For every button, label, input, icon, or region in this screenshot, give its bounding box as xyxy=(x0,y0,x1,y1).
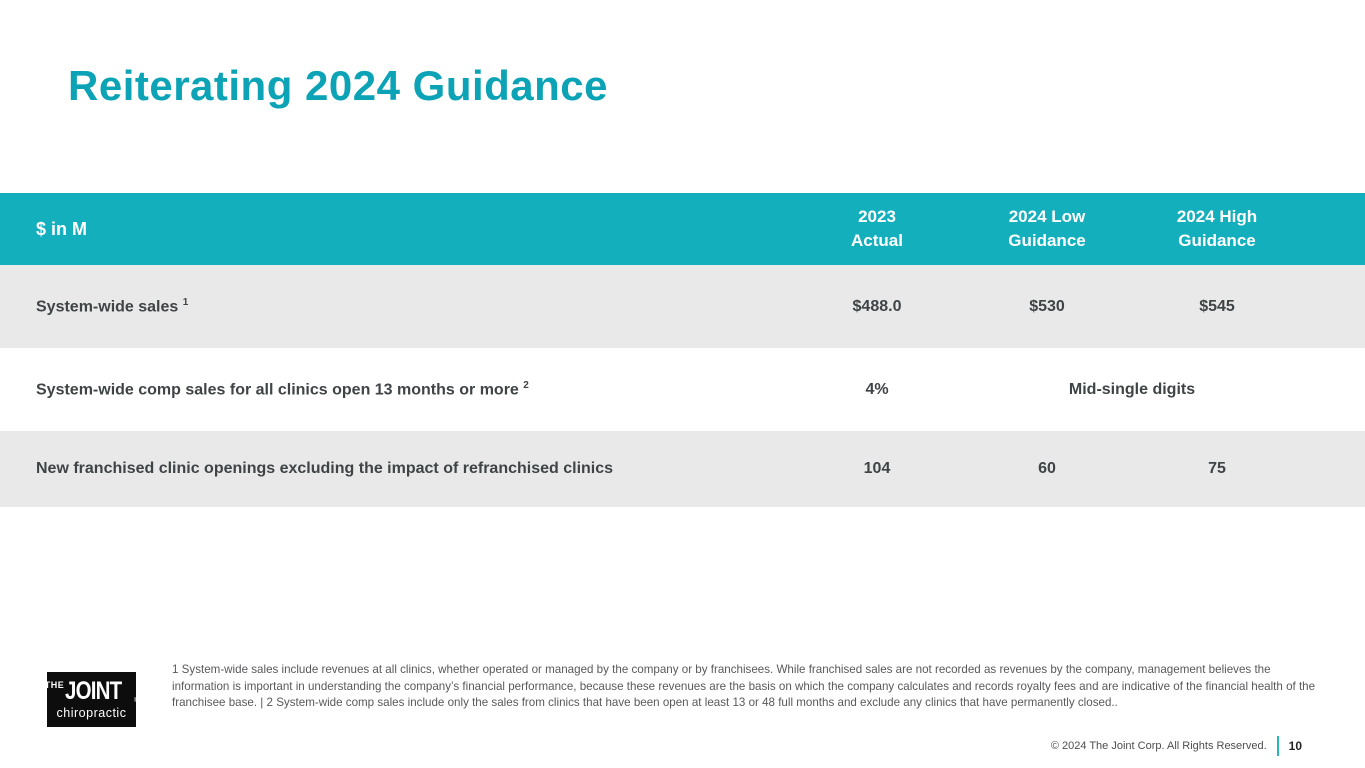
header-line: 2024 High xyxy=(1176,207,1258,226)
footnote-ref-2: 2 xyxy=(523,379,529,391)
row-label-text: System-wide comp sales for all clinics o… xyxy=(36,381,519,399)
cell-2023-actual: $488.0 xyxy=(852,297,902,315)
table-header-col-2024-high: 2024 High Guidance xyxy=(1132,205,1302,253)
table-row-system-wide-sales: System-wide sales 1 $488.0 $530 $545 xyxy=(0,265,1365,348)
cell-2023-actual: 4% xyxy=(865,380,889,398)
cell-2024-low: 60 xyxy=(1038,460,1056,477)
the-joint-chiropractic-logo: THE JOINT ® chiropractic xyxy=(44,672,139,727)
table-header-unit-label: $ in M xyxy=(36,218,88,239)
slide-footer: © 2024 The Joint Corp. All Rights Reserv… xyxy=(1051,736,1302,756)
header-line: Guidance xyxy=(1178,231,1256,250)
table-row-comp-sales: System-wide comp sales for all clinics o… xyxy=(0,348,1365,431)
row-label-text: New franchised clinic openings excluding… xyxy=(36,460,614,477)
table-row-clinic-openings: New franchised clinic openings excluding… xyxy=(0,431,1365,507)
footnote-text: 1 System-wide sales include revenues at … xyxy=(172,663,1316,709)
cell-2023-actual: 104 xyxy=(863,460,891,477)
table-header-col-2023-actual: 2023 Actual xyxy=(792,205,962,253)
header-line: 2024 Low xyxy=(1008,207,1086,226)
guidance-table: $ in M 2023 Actual 2024 Low Guidance 202… xyxy=(0,193,1365,507)
header-line: Guidance xyxy=(1008,231,1086,250)
footer-divider xyxy=(1276,736,1279,756)
table-header-row: $ in M 2023 Actual 2024 Low Guidance 202… xyxy=(0,193,1365,265)
row-label: System-wide comp sales for all clinics o… xyxy=(0,380,792,399)
page-number: 10 xyxy=(1288,739,1302,753)
slide-title: Reiterating 2024 Guidance xyxy=(68,62,609,109)
cell-2024-high: 75 xyxy=(1208,460,1226,477)
header-line: 2023 xyxy=(858,207,896,226)
logo-joint-text: JOINT xyxy=(65,677,122,705)
registered-mark-icon: ® xyxy=(133,698,139,704)
footnote-ref-1: 1 xyxy=(182,296,189,308)
copyright-text: © 2024 The Joint Corp. All Rights Reserv… xyxy=(1050,740,1267,752)
logo-chiropractic-text: chiropractic xyxy=(56,706,127,720)
logo-the-text: THE xyxy=(44,680,65,690)
row-label: New franchised clinic openings excluding… xyxy=(0,460,792,478)
row-label-text: System-wide sales xyxy=(36,298,179,316)
header-line: Actual xyxy=(851,231,903,250)
table-header-col-2024-low: 2024 Low Guidance xyxy=(962,205,1132,253)
cell-2024-high: $545 xyxy=(1199,297,1235,315)
logo-wordmark: THE JOINT ® xyxy=(44,677,139,705)
cell-2024-low: $530 xyxy=(1029,297,1065,315)
row-label: System-wide sales 1 xyxy=(0,297,792,316)
cell-2024-guidance-merged: Mid-single digits xyxy=(1068,380,1196,398)
